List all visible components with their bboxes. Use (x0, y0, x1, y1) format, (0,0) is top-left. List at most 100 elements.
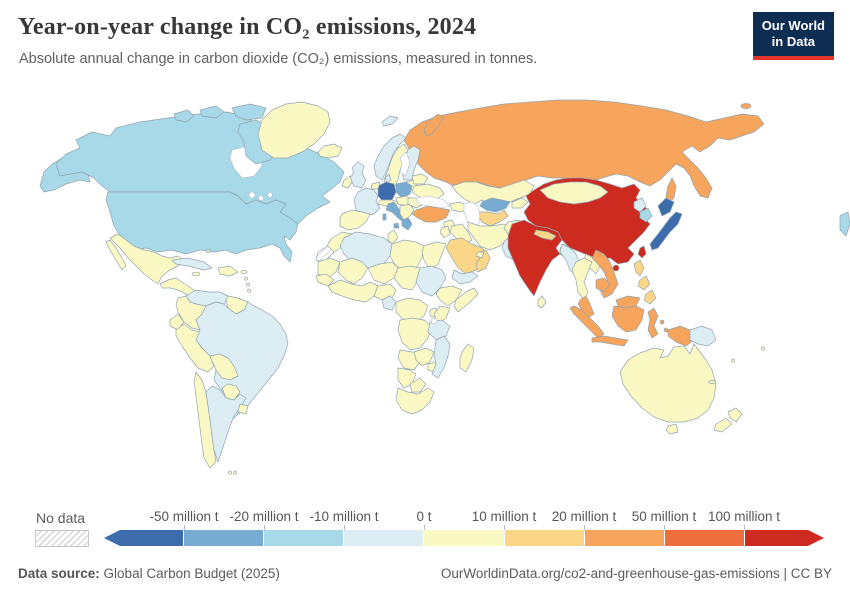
country-canada-arctic-4[interactable] (173, 109, 195, 123)
country-new-zealand-south[interactable] (713, 417, 733, 433)
country-papua-new-guinea[interactable] (689, 325, 717, 347)
country-germany[interactable] (377, 181, 397, 203)
legend-segment-0[interactable] (104, 530, 184, 546)
country-australia[interactable] (619, 343, 717, 423)
country-cuba[interactable] (171, 257, 213, 271)
country-vietnam[interactable] (591, 249, 619, 299)
country-indonesia-borneo[interactable] (611, 305, 645, 333)
country-oman[interactable] (475, 249, 491, 273)
country-greece[interactable] (401, 217, 413, 231)
country-chad[interactable] (393, 265, 421, 291)
country-brazil[interactable] (195, 301, 289, 421)
country-canada-arctic-2[interactable] (199, 105, 225, 119)
country-benelux[interactable] (370, 181, 381, 190)
country-france[interactable] (353, 187, 381, 217)
country-philippines[interactable] (633, 259, 657, 305)
legend-segment-4[interactable] (423, 530, 504, 546)
country-poland[interactable] (395, 181, 413, 199)
country-uk[interactable] (349, 161, 367, 189)
country-japan-hokkaido[interactable] (657, 197, 675, 217)
country-nepal[interactable] (533, 229, 557, 241)
country-south-korea[interactable] (639, 207, 653, 223)
credit-link[interactable]: OurWorldinData.org/co2-and-greenhouse-ga… (440, 566, 832, 581)
country-jamaica[interactable] (191, 271, 201, 277)
country-lesser-antilles[interactable] (244, 276, 251, 293)
country-turkey[interactable] (411, 205, 451, 223)
country-falklands[interactable] (228, 470, 237, 475)
country-somalia[interactable] (453, 287, 479, 313)
legend-segment-2[interactable] (263, 530, 344, 546)
country-sakhalin[interactable] (665, 177, 677, 205)
country-fiji[interactable] (731, 346, 765, 363)
country-novaya-zemlya[interactable] (423, 113, 445, 137)
country-thailand[interactable] (571, 257, 593, 301)
country-taiwan[interactable] (637, 245, 647, 259)
country-ethiopia[interactable] (435, 285, 463, 307)
country-iberia[interactable] (339, 209, 371, 231)
legend-segment-1[interactable] (183, 530, 264, 546)
country-puerto-rico[interactable] (240, 270, 248, 274)
country-mozambique[interactable] (431, 335, 451, 379)
country-balkans[interactable] (399, 203, 415, 221)
country-denmark[interactable] (384, 173, 392, 184)
country-bahamas[interactable] (206, 249, 210, 253)
country-indonesia-papua[interactable] (667, 325, 695, 347)
country-iceland[interactable] (317, 143, 343, 159)
country-canada-arctic-1[interactable] (231, 103, 267, 121)
country-drc[interactable] (397, 317, 433, 351)
country-norway[interactable] (373, 133, 407, 181)
country-belarus[interactable] (411, 173, 429, 185)
country-botswana[interactable] (409, 377, 427, 393)
country-wrangel-island[interactable] (740, 103, 752, 109)
country-greenland[interactable] (257, 101, 331, 159)
country-new-caledonia[interactable] (708, 380, 716, 384)
country-indonesia-sulawesi[interactable] (647, 307, 659, 339)
country-mexico[interactable] (105, 233, 185, 285)
country-argentina[interactable] (205, 385, 247, 463)
country-libya[interactable] (389, 239, 425, 273)
legend-no-data-swatch[interactable] (35, 530, 89, 547)
country-cambodia[interactable] (595, 277, 611, 293)
owid-logo[interactable]: Our World in Data (752, 12, 834, 60)
country-senegal-guinea[interactable] (315, 273, 335, 287)
country-mali[interactable] (337, 257, 369, 285)
country-jordan-israel[interactable] (439, 225, 451, 239)
country-tunisia[interactable] (387, 229, 399, 245)
country-mauritania[interactable] (317, 257, 341, 279)
country-sri-lanka[interactable] (537, 295, 547, 309)
country-svalbard[interactable] (381, 115, 399, 127)
footer: Data source: Global Carbon Budget (2025)… (0, 566, 850, 581)
country-south-africa[interactable] (395, 387, 435, 415)
country-indonesia-moluccas[interactable] (659, 319, 669, 333)
country-new-zealand-north[interactable] (727, 407, 743, 423)
country-ireland[interactable] (341, 175, 353, 189)
country-tanzania[interactable] (427, 319, 451, 341)
country-uzbekistan[interactable] (479, 197, 511, 213)
country-zambia[interactable] (413, 347, 435, 367)
country-cameroon[interactable] (381, 295, 397, 311)
country-tasmania[interactable] (665, 423, 679, 435)
country-egypt[interactable] (421, 241, 447, 271)
country-hispaniola[interactable] (217, 265, 239, 277)
country-bolivia[interactable] (209, 353, 239, 381)
country-mongolia[interactable] (539, 181, 609, 205)
country-western-sahara[interactable] (315, 245, 335, 263)
country-north-korea[interactable] (633, 197, 647, 213)
country-kyrgyz-tajik[interactable] (511, 197, 529, 209)
country-madagascar[interactable] (459, 343, 475, 373)
country-uae[interactable] (475, 251, 485, 259)
legend-segment-7[interactable] (663, 530, 744, 546)
country-malaysia-peninsula[interactable] (577, 295, 595, 319)
legend-segment-3[interactable] (343, 530, 424, 546)
legend-segment-5[interactable] (503, 530, 584, 546)
legend-segment-6[interactable] (583, 530, 664, 546)
country-turkmenistan[interactable] (477, 209, 509, 227)
country-hainan[interactable] (612, 264, 620, 272)
country-yemen[interactable] (451, 269, 479, 285)
country-aleutians-wrap[interactable] (839, 211, 850, 237)
legend-segment-8[interactable] (744, 530, 824, 546)
country-japan-honshu[interactable] (649, 211, 683, 251)
country-indonesia-java[interactable] (591, 335, 629, 347)
country-central-africa[interactable] (395, 297, 429, 323)
country-uruguay[interactable] (237, 403, 249, 415)
